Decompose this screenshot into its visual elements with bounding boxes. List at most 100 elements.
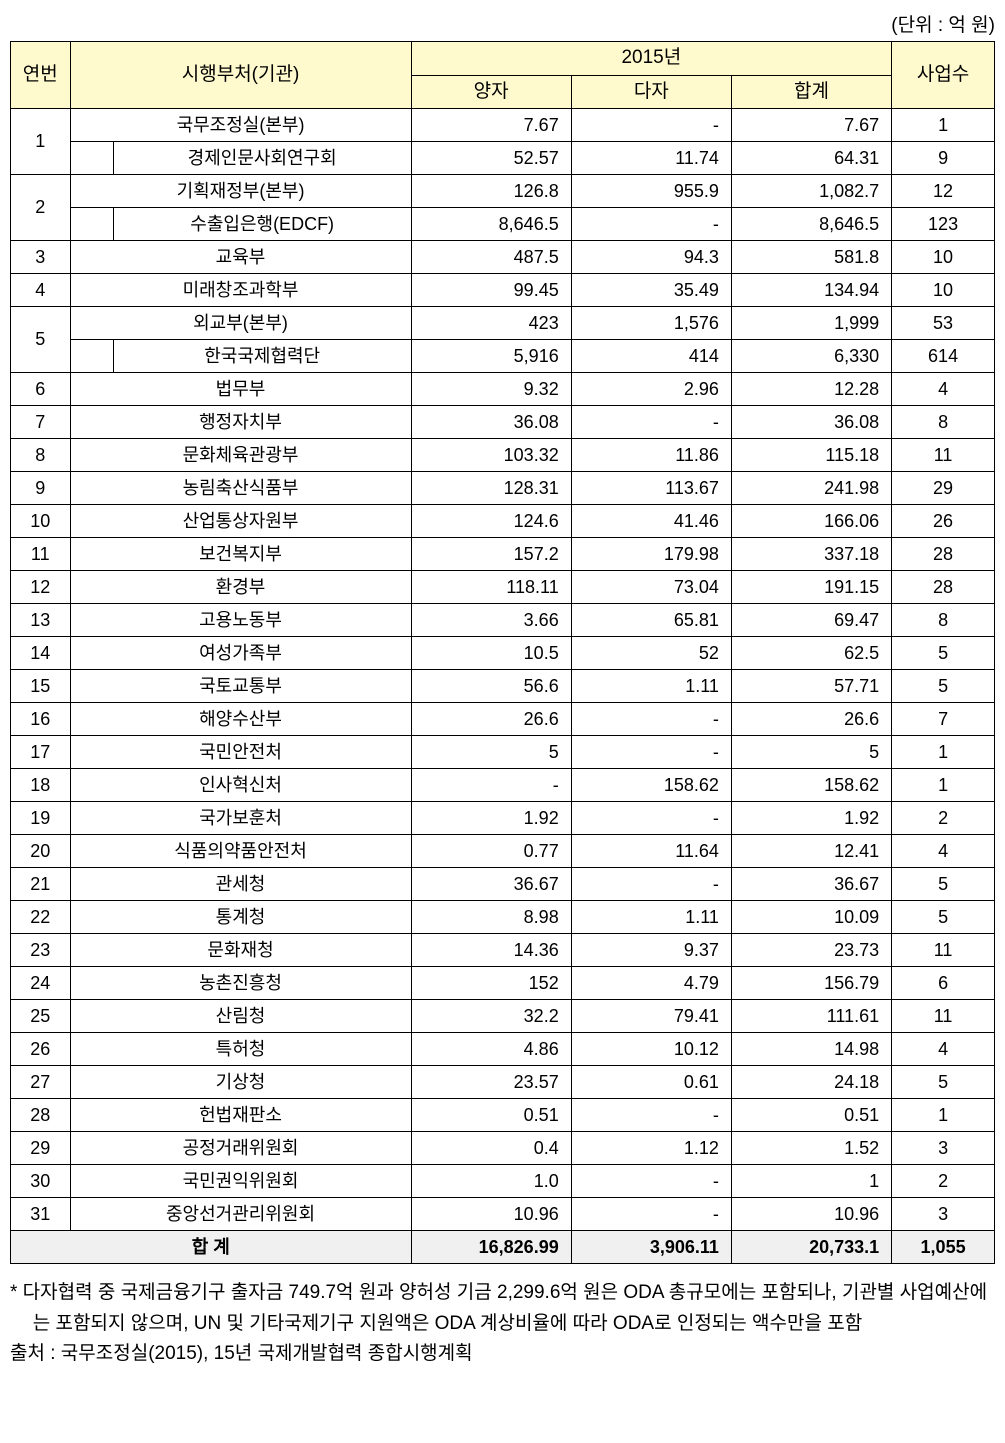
count-cell: 2 xyxy=(892,802,995,835)
row-number: 28 xyxy=(11,1099,71,1132)
count-cell: 3 xyxy=(892,1198,995,1231)
value-cell: 0.51 xyxy=(731,1099,891,1132)
value-cell: 56.6 xyxy=(411,670,571,703)
value-cell: 414 xyxy=(571,340,731,373)
count-cell: 11 xyxy=(892,934,995,967)
value-cell: 32.2 xyxy=(411,1000,571,1033)
count-cell: 6 xyxy=(892,967,995,1000)
value-cell: 26.6 xyxy=(411,703,571,736)
value-cell: 134.94 xyxy=(731,274,891,307)
total-value: 20,733.1 xyxy=(731,1231,891,1264)
value-cell: 124.6 xyxy=(411,505,571,538)
count-cell: 26 xyxy=(892,505,995,538)
value-cell: 9.32 xyxy=(411,373,571,406)
value-cell: 11.74 xyxy=(571,142,731,175)
org-name: 식품의약품안전처 xyxy=(70,835,411,868)
value-cell: 126.8 xyxy=(411,175,571,208)
org-name: 해양수산부 xyxy=(70,703,411,736)
budget-table: 연번 시행부처(기관) 2015년 사업수 양자 다자 합계 1국무조정실(본부… xyxy=(10,41,995,1264)
org-name: 문화체육관광부 xyxy=(70,439,411,472)
count-cell: 5 xyxy=(892,670,995,703)
table-row: 10산업통상자원부124.641.46166.0626 xyxy=(11,505,995,538)
header-no: 연번 xyxy=(11,42,71,109)
value-cell: 10.12 xyxy=(571,1033,731,1066)
value-cell: 1.11 xyxy=(571,901,731,934)
value-cell: - xyxy=(571,109,731,142)
row-number: 25 xyxy=(11,1000,71,1033)
count-cell: 10 xyxy=(892,274,995,307)
table-row: 8문화체육관광부103.3211.86115.1811 xyxy=(11,439,995,472)
table-body: 1국무조정실(본부)7.67-7.671경제인문사회연구회52.5711.746… xyxy=(11,109,995,1264)
row-number: 3 xyxy=(11,241,71,274)
org-spacer xyxy=(70,208,113,241)
table-row: 2기획재정부(본부)126.8955.91,082.712 xyxy=(11,175,995,208)
value-cell: 103.32 xyxy=(411,439,571,472)
value-cell: 14.98 xyxy=(731,1033,891,1066)
org-name: 고용노동부 xyxy=(70,604,411,637)
header-org: 시행부처(기관) xyxy=(70,42,411,109)
org-name: 산림청 xyxy=(70,1000,411,1033)
value-cell: - xyxy=(571,868,731,901)
org-name: 국민안전처 xyxy=(70,736,411,769)
value-cell: 5 xyxy=(411,736,571,769)
unit-label: (단위 : 억 원) xyxy=(10,10,995,37)
value-cell: 35.49 xyxy=(571,274,731,307)
row-number: 31 xyxy=(11,1198,71,1231)
value-cell: 52 xyxy=(571,637,731,670)
org-sub-name: 한국국제협력단 xyxy=(113,340,411,373)
count-cell: 12 xyxy=(892,175,995,208)
value-cell: - xyxy=(571,703,731,736)
value-cell: 23.73 xyxy=(731,934,891,967)
org-name: 헌법재판소 xyxy=(70,1099,411,1132)
row-number: 20 xyxy=(11,835,71,868)
value-cell: 12.41 xyxy=(731,835,891,868)
table-row: 14여성가족부10.55262.55 xyxy=(11,637,995,670)
table-row: 29공정거래위원회0.41.121.523 xyxy=(11,1132,995,1165)
count-cell: 8 xyxy=(892,406,995,439)
value-cell: 10.96 xyxy=(731,1198,891,1231)
org-name: 농촌진흥청 xyxy=(70,967,411,1000)
value-cell: 10.96 xyxy=(411,1198,571,1231)
value-cell: 57.71 xyxy=(731,670,891,703)
org-name: 특허청 xyxy=(70,1033,411,1066)
table-row: 19국가보훈처1.92-1.922 xyxy=(11,802,995,835)
value-cell: 5,916 xyxy=(411,340,571,373)
value-cell: 581.8 xyxy=(731,241,891,274)
value-cell: 7.67 xyxy=(731,109,891,142)
org-name: 통계청 xyxy=(70,901,411,934)
value-cell: 2.96 xyxy=(571,373,731,406)
count-cell: 5 xyxy=(892,637,995,670)
count-cell: 53 xyxy=(892,307,995,340)
value-cell: 955.9 xyxy=(571,175,731,208)
table-row: 25산림청32.279.41111.6111 xyxy=(11,1000,995,1033)
org-name: 기상청 xyxy=(70,1066,411,1099)
row-number: 18 xyxy=(11,769,71,802)
value-cell: 10.09 xyxy=(731,901,891,934)
total-label: 합 계 xyxy=(11,1231,412,1264)
value-cell: - xyxy=(571,208,731,241)
value-cell: 4.79 xyxy=(571,967,731,1000)
value-cell: 62.5 xyxy=(731,637,891,670)
value-cell: 1.11 xyxy=(571,670,731,703)
org-name: 국토교통부 xyxy=(70,670,411,703)
total-value: 16,826.99 xyxy=(411,1231,571,1264)
value-cell: 487.5 xyxy=(411,241,571,274)
value-cell: 166.06 xyxy=(731,505,891,538)
table-row: 3교육부487.594.3581.810 xyxy=(11,241,995,274)
count-cell: 11 xyxy=(892,439,995,472)
org-name: 국가보훈처 xyxy=(70,802,411,835)
table-row: 12환경부118.1173.04191.1528 xyxy=(11,571,995,604)
table-row: 5외교부(본부)4231,5761,99953 xyxy=(11,307,995,340)
row-number: 11 xyxy=(11,538,71,571)
table-row: 15국토교통부56.61.1157.715 xyxy=(11,670,995,703)
row-number: 12 xyxy=(11,571,71,604)
org-name: 공정거래위원회 xyxy=(70,1132,411,1165)
row-number: 23 xyxy=(11,934,71,967)
table-row: 1국무조정실(본부)7.67-7.671 xyxy=(11,109,995,142)
header-bilateral: 양자 xyxy=(411,75,571,109)
value-cell: 6,330 xyxy=(731,340,891,373)
value-cell: 1,082.7 xyxy=(731,175,891,208)
total-count: 1,055 xyxy=(892,1231,995,1264)
value-cell: 7.67 xyxy=(411,109,571,142)
table-row: 17국민안전처5-51 xyxy=(11,736,995,769)
